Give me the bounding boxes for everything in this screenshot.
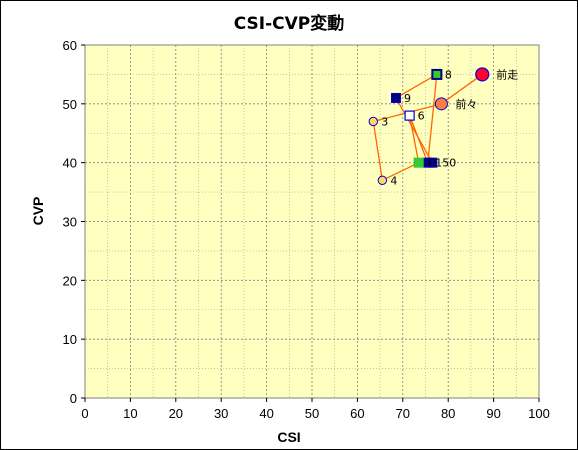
point-label: 前走 [496, 67, 518, 81]
marker-circle-yellow [368, 116, 378, 127]
marker-square-green [413, 157, 424, 168]
connecting-lines [372, 73, 483, 181]
point-label: 6 [418, 110, 425, 123]
marker-square-green-navy [431, 68, 443, 80]
x-tick-label: 40 [259, 406, 273, 421]
marker-circle-orange [434, 97, 448, 111]
series-line-segment [408, 115, 420, 163]
series-line-segment [441, 73, 483, 105]
x-tick-label: 90 [486, 406, 500, 421]
point-label: 前々 [455, 97, 477, 111]
major-grid [85, 45, 539, 398]
x-tick-label: 10 [123, 406, 137, 421]
y-axis-label: CVP [30, 197, 46, 226]
x-tick-label: 70 [396, 406, 410, 421]
point-label: 4 [390, 174, 397, 187]
point-label: 9 [404, 92, 411, 105]
y-tick-label: 0 [70, 391, 77, 406]
x-tick-label: 80 [441, 406, 455, 421]
marker-square-navy [390, 92, 401, 103]
x-axis-label: CSI [277, 429, 300, 445]
marker-square-white [404, 110, 415, 121]
y-tick-label: 60 [63, 38, 77, 53]
series-line-segment [372, 121, 384, 181]
point-label: 8 [445, 68, 452, 81]
y-tick-label: 50 [63, 97, 77, 112]
x-tick-label: 100 [528, 406, 550, 421]
x-tick-label: 50 [305, 406, 319, 421]
y-tick-label: 30 [63, 215, 77, 230]
chart-title: CSI-CVP変動 [234, 13, 345, 34]
series-line-segment [382, 162, 419, 181]
x-tick-label: 30 [214, 406, 228, 421]
marker-circle-yellow [377, 175, 388, 186]
y-tick-label: 20 [63, 273, 77, 288]
series-line-segment [395, 97, 433, 163]
marker-circle-red [475, 67, 490, 82]
series-line-segment [395, 73, 438, 99]
y-tick-label: 10 [63, 332, 77, 347]
data-points [368, 67, 490, 186]
x-tick-label: 20 [169, 406, 183, 421]
x-tick-label: 0 [81, 406, 88, 421]
series-line-segment [427, 74, 438, 163]
y-tick-label: 40 [63, 156, 77, 171]
point-label: 3 [381, 115, 388, 128]
point-label-overlap: 0150 [428, 157, 456, 170]
x-tick-label: 60 [350, 406, 364, 421]
x-axis-ticks: 0 10 20 30 40 50 60 70 80 90 100 [81, 398, 550, 421]
y-axis-ticks: 0 10 20 30 40 50 60 [63, 38, 85, 406]
